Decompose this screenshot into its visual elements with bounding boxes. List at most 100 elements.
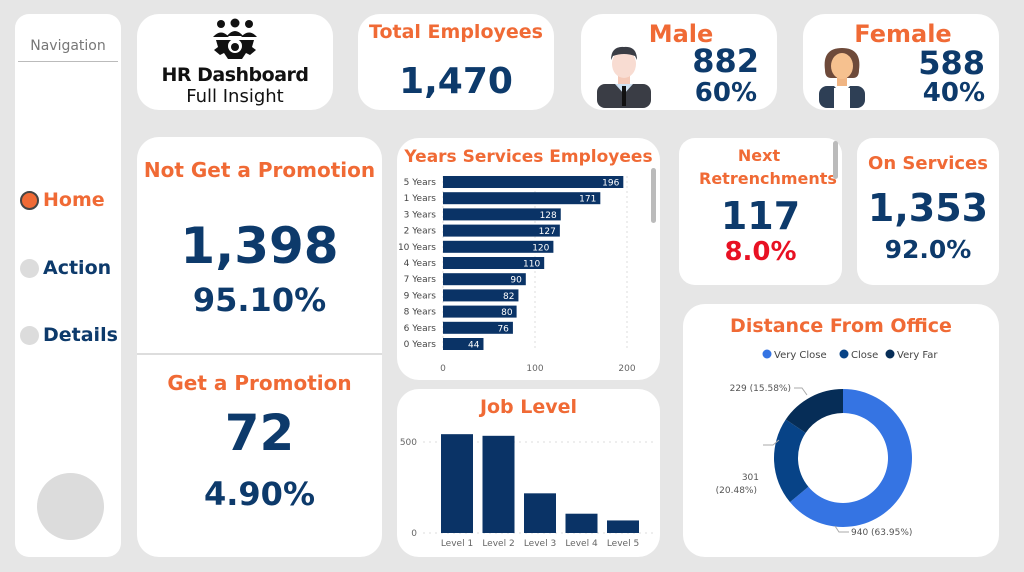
legend-label: Very Close (774, 350, 827, 361)
no-promotion-value: 1,398 (180, 217, 339, 275)
on-services-value: 1,353 (867, 186, 989, 230)
x-tick-label: Level 1 (441, 539, 473, 549)
data-label: 76 (497, 324, 509, 334)
job-level-card: Job Level 0 500 Level 1 Level 2 Level 3 Level… (397, 389, 660, 557)
leader-line (794, 387, 808, 396)
bar (443, 176, 624, 188)
y-tick-label: 3 Years (404, 210, 437, 220)
legend-marker (762, 349, 772, 359)
distance-title: Distance From Office (730, 315, 952, 337)
data-label: 110 (523, 260, 540, 270)
retrenchments-card: Next Retrenchments 117 8.0% (679, 138, 842, 285)
y-tick-label: 0 (411, 529, 417, 539)
male-label: Male (648, 20, 714, 48)
data-label: 120 (532, 243, 549, 253)
bar (443, 240, 554, 253)
years-service-card: Years Services Employees 0 100 200 5 Years 1… (397, 138, 660, 380)
y-tick-label: 5 Years (404, 178, 437, 188)
divider (137, 353, 382, 355)
legend-marker (839, 349, 849, 359)
bar (443, 224, 560, 237)
donut-slice (774, 419, 809, 503)
legend-label: Close (851, 350, 878, 361)
logo-card: HR Dashboard Full Insight (137, 14, 333, 110)
scrollbar[interactable] (833, 141, 838, 179)
scrollbar[interactable] (651, 168, 656, 223)
x-tick-label: Level 5 (607, 539, 639, 549)
male-pct: 60% (694, 78, 757, 108)
nav-home[interactable]: Home (20, 189, 105, 211)
x-tick-label: Level 3 (524, 539, 556, 549)
distance-donut-chart: Very Close Close Very Far 940 (63.95%) 301 (2… (716, 349, 938, 538)
data-label: 127 (539, 227, 556, 237)
x-tick-label: 0 (440, 364, 446, 374)
nav-label: Details (43, 324, 118, 346)
bar (443, 208, 561, 221)
data-label: (20.48%) (716, 486, 757, 496)
y-tick-label: 0 Years (404, 340, 437, 350)
female-avatar-icon (819, 48, 865, 108)
x-tick-label: Level 4 (565, 539, 598, 549)
retrenchments-value: 117 (720, 194, 801, 238)
nav-details[interactable]: Details (20, 324, 118, 346)
on-services-label: On Services (868, 153, 988, 174)
years-chart-title: Years Services Employees (404, 147, 653, 167)
circle-button[interactable] (37, 473, 104, 540)
promotion-card: Not Get a Promotion 1,398 95.10% Get a P… (137, 137, 382, 557)
legend-label: Very Far (897, 350, 938, 361)
bar (443, 273, 526, 286)
navigation-title: Navigation (30, 38, 106, 54)
total-label: Total Employees (369, 21, 543, 43)
y-tick-label: 9 Years (404, 291, 437, 301)
bar (443, 257, 545, 269)
total-employees-card: Total Employees 1,470 (358, 14, 554, 110)
dot-icon (20, 325, 39, 345)
distance-card: Distance From Office Very Close Close Very… (683, 304, 999, 557)
bar (443, 338, 484, 350)
retrenchments-label: Next Retrenchments (699, 146, 837, 188)
bar (443, 192, 601, 205)
data-label: 128 (540, 211, 557, 221)
female-pct: 40% (922, 78, 985, 108)
nav-label: Home (43, 189, 105, 211)
male-card: Male 882 60% (581, 14, 777, 110)
data-label: 171 (579, 195, 596, 205)
bar (443, 321, 513, 334)
donut-slice (785, 389, 843, 433)
data-label: 44 (468, 341, 480, 351)
nav-label: Action (43, 257, 112, 279)
data-label: 301 (742, 473, 759, 483)
bar (565, 513, 598, 533)
legend-marker (885, 349, 895, 359)
y-tick-label: 10 Years (398, 243, 436, 253)
x-tick-label: Level 2 (482, 539, 514, 549)
bar (443, 305, 517, 318)
bar (441, 434, 473, 533)
job-level-bar-chart: 0 500 Level 1 Level 2 Level 3 Level 4 Level 5 (400, 434, 655, 549)
data-label: 196 (602, 179, 619, 189)
job-level-title: Job Level (479, 396, 578, 418)
female-value: 588 (918, 44, 985, 82)
y-tick-label: 500 (400, 438, 417, 448)
nav-action[interactable]: Action (20, 257, 111, 279)
years-bar-chart: 0 100 200 5 Years 196 1 Years 171 3 Years 128 2 Y… (398, 176, 636, 374)
no-promotion-label: Not Get a Promotion (143, 158, 376, 182)
divider (18, 61, 118, 62)
data-label: 82 (503, 292, 514, 302)
data-label: 80 (501, 308, 513, 318)
male-avatar-icon (597, 46, 651, 108)
bar (482, 435, 515, 533)
y-tick-label: 8 Years (404, 308, 437, 318)
x-tick-label: 200 (618, 364, 635, 374)
data-label: 940 (63.95%) (851, 528, 912, 538)
no-promotion-pct: 95.10% (192, 281, 327, 319)
donut-slice (789, 389, 912, 527)
leader-line (763, 439, 780, 446)
y-tick-label: 6 Years (404, 324, 437, 334)
promotion-value: 72 (224, 404, 295, 462)
female-label: Female (854, 20, 952, 48)
on-services-card: On Services 1,353 92.0% (857, 138, 999, 285)
male-value: 882 (692, 42, 759, 80)
active-dot-icon (20, 190, 39, 210)
retrenchments-pct: 8.0% (724, 237, 797, 267)
